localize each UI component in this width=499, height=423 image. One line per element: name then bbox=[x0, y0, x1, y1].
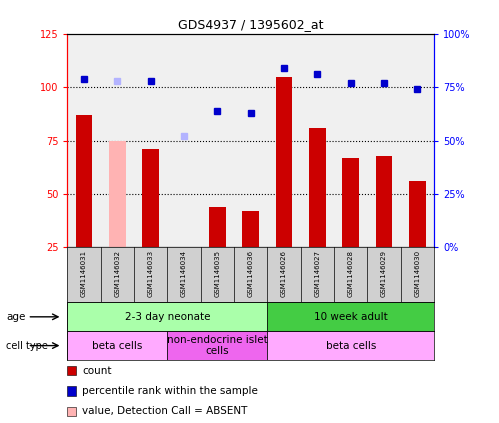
Text: 2-3 day neonate: 2-3 day neonate bbox=[125, 312, 210, 322]
Bar bbox=[142, 149, 159, 247]
Text: GSM1146033: GSM1146033 bbox=[148, 250, 154, 297]
Text: non-endocrine islet
cells: non-endocrine islet cells bbox=[167, 335, 268, 357]
Text: GSM1146034: GSM1146034 bbox=[181, 250, 187, 297]
Text: GSM1146030: GSM1146030 bbox=[415, 250, 421, 297]
Bar bbox=[167, 331, 267, 360]
Bar bbox=[376, 156, 392, 247]
Bar bbox=[209, 207, 226, 247]
Bar bbox=[267, 331, 434, 360]
Bar bbox=[109, 141, 126, 247]
Text: count: count bbox=[82, 365, 112, 376]
Text: cell type: cell type bbox=[6, 341, 48, 351]
Bar bbox=[409, 181, 426, 247]
Text: GSM1146032: GSM1146032 bbox=[114, 250, 120, 297]
Text: 10 week adult: 10 week adult bbox=[314, 312, 388, 322]
Bar bbox=[342, 158, 359, 247]
Text: GSM1146027: GSM1146027 bbox=[314, 250, 320, 297]
Bar bbox=[309, 128, 326, 247]
Text: GSM1146031: GSM1146031 bbox=[81, 250, 87, 297]
Text: percentile rank within the sample: percentile rank within the sample bbox=[82, 386, 258, 396]
Text: GSM1146026: GSM1146026 bbox=[281, 250, 287, 297]
Bar bbox=[276, 77, 292, 247]
Title: GDS4937 / 1395602_at: GDS4937 / 1395602_at bbox=[178, 18, 323, 31]
Text: value, Detection Call = ABSENT: value, Detection Call = ABSENT bbox=[82, 406, 248, 416]
Bar bbox=[267, 302, 434, 331]
Bar bbox=[67, 331, 167, 360]
Bar bbox=[67, 302, 267, 331]
Text: age: age bbox=[6, 312, 25, 322]
Text: beta cells: beta cells bbox=[325, 341, 376, 351]
Bar bbox=[176, 247, 193, 250]
Bar bbox=[243, 211, 259, 247]
Text: beta cells: beta cells bbox=[92, 341, 143, 351]
Bar bbox=[76, 115, 92, 247]
Text: GSM1146029: GSM1146029 bbox=[381, 250, 387, 297]
Text: GSM1146036: GSM1146036 bbox=[248, 250, 254, 297]
Text: GSM1146035: GSM1146035 bbox=[215, 250, 221, 297]
Text: GSM1146028: GSM1146028 bbox=[348, 250, 354, 297]
